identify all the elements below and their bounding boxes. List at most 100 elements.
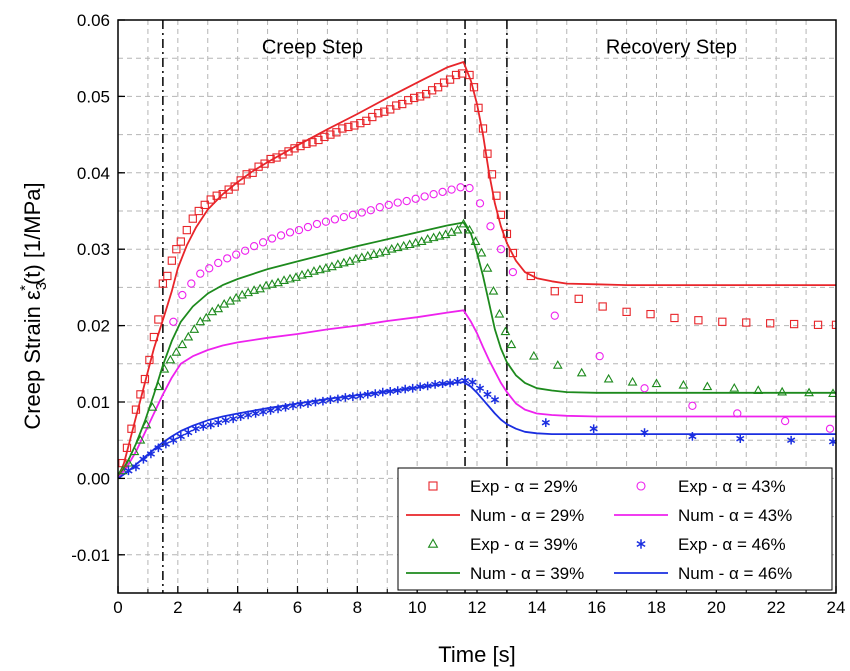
data-point-exp46 <box>296 399 305 409</box>
data-point-exp46 <box>206 420 215 430</box>
data-point-exp39 <box>321 263 331 272</box>
legend-label-exp29: Exp - α = 29% <box>470 477 578 496</box>
series-line-num43 <box>118 309 836 479</box>
data-point-exp39 <box>285 273 295 283</box>
data-point-exp39 <box>362 250 373 260</box>
data-point-exp29 <box>410 93 419 103</box>
legend-item-num43: Num - α = 43% <box>614 506 792 525</box>
tick-labels: 0 2 4 6 8 10 12 14 16 18 20 22 24-0.010.000.010.020.… <box>71 11 845 617</box>
data-point-exp39 <box>458 218 469 228</box>
legend-label-num29: Num - α = 29% <box>470 506 584 525</box>
data-point-exp43 <box>303 222 313 232</box>
data-point-exp43 <box>205 264 214 273</box>
data-point-exp29 <box>718 317 727 326</box>
data-point-exp46 <box>341 393 350 402</box>
series-exp29 <box>118 69 836 468</box>
data-point-exp46 <box>146 449 156 459</box>
data-point-exp39 <box>273 277 283 287</box>
data-point-exp46 <box>176 432 185 441</box>
data-point-exp39 <box>452 224 463 234</box>
series-line-num39 <box>118 221 836 479</box>
data-point-exp39 <box>552 360 563 369</box>
legend-item-exp46: Exp - α = 46% <box>636 535 786 554</box>
data-point-exp39 <box>315 264 325 274</box>
data-point-exp29 <box>218 190 227 199</box>
data-point-exp46 <box>445 378 455 388</box>
data-point-exp46 <box>393 386 402 395</box>
data-point-exp29 <box>122 443 132 452</box>
legend-label-num39: Num - α = 39% <box>470 564 584 583</box>
data-point-exp46 <box>229 414 238 424</box>
data-point-exp39 <box>159 363 170 373</box>
data-point-exp39 <box>422 234 433 243</box>
data-point-exp29 <box>813 320 823 329</box>
data-point-exp46 <box>453 377 462 386</box>
data-point-exp46 <box>244 410 253 420</box>
series-line-num46 <box>118 381 836 480</box>
y-axis-title-superscript: * <box>17 285 34 291</box>
data-point-exp46 <box>438 379 447 388</box>
data-point-exp43 <box>496 245 506 254</box>
data-point-exp29 <box>374 109 383 118</box>
y-tick-label: 0.00 <box>77 469 110 488</box>
data-point-exp29 <box>766 319 775 328</box>
x-tick-label: 16 <box>587 598 606 617</box>
legend-box <box>397 467 833 591</box>
data-point-exp29 <box>526 271 535 281</box>
data-point-exp29 <box>338 124 347 133</box>
data-point-exp29 <box>200 200 209 210</box>
data-point-exp46 <box>318 396 328 406</box>
data-point-exp29 <box>302 139 311 148</box>
data-point-exp39 <box>702 381 713 391</box>
data-point-exp43 <box>339 212 349 222</box>
data-point-exp43 <box>456 183 465 192</box>
data-point-exp39 <box>135 434 146 444</box>
data-point-exp46 <box>423 381 432 391</box>
data-point-exp29 <box>248 168 257 177</box>
data-point-exp39 <box>309 266 319 275</box>
data-point-exp39 <box>416 236 427 245</box>
y-axis-title-prefix: Creep Strain <box>20 300 45 430</box>
legend-item-num46: Num - α = 46% <box>614 564 792 583</box>
data-point-exp43 <box>285 228 295 237</box>
x-tick-label: 0 <box>113 598 122 617</box>
data-point-exp29 <box>646 309 655 319</box>
data-point-exp46 <box>640 428 649 437</box>
data-point-exp29 <box>670 313 679 323</box>
data-point-exp29 <box>483 149 492 158</box>
data-point-exp46 <box>273 404 283 414</box>
y-tick-label: 0.06 <box>77 11 110 30</box>
data-point-exp46 <box>378 387 387 397</box>
data-point-exp29 <box>487 170 497 179</box>
data-point-exp39 <box>153 381 164 391</box>
data-point-exp43 <box>429 190 438 199</box>
data-point-exp29 <box>154 315 163 324</box>
data-point-exp29 <box>550 287 559 296</box>
data-point-exp43 <box>249 241 259 251</box>
data-point-exp39 <box>249 285 260 294</box>
data-point-exp43 <box>321 217 331 226</box>
data-point-exp43 <box>348 210 357 219</box>
data-point-exp39 <box>398 240 409 250</box>
data-point-exp29 <box>451 70 461 80</box>
legend-label-exp43: Exp - α = 43% <box>678 477 786 496</box>
data-point-exp46 <box>326 395 335 405</box>
y-tick-label: -0.01 <box>71 546 110 565</box>
data-point-exp39 <box>494 308 505 318</box>
data-point-exp46 <box>363 390 372 399</box>
data-point-exp39 <box>729 382 740 392</box>
series-num43 <box>118 309 836 479</box>
data-point-exp43 <box>420 192 429 201</box>
data-point-exp46 <box>184 428 193 437</box>
data-point-exp46 <box>303 399 313 408</box>
x-tick-label: 22 <box>767 598 786 617</box>
data-point-exp46 <box>541 418 550 427</box>
data-point-exp29 <box>380 107 389 116</box>
data-point-exp29 <box>465 70 474 80</box>
data-point-exp43 <box>267 234 277 243</box>
data-point-exp43 <box>486 222 495 231</box>
data-point-exp46 <box>475 383 485 393</box>
data-point-exp46 <box>281 403 290 412</box>
data-point-exp29 <box>492 191 501 200</box>
data-point-exp29 <box>320 132 329 142</box>
